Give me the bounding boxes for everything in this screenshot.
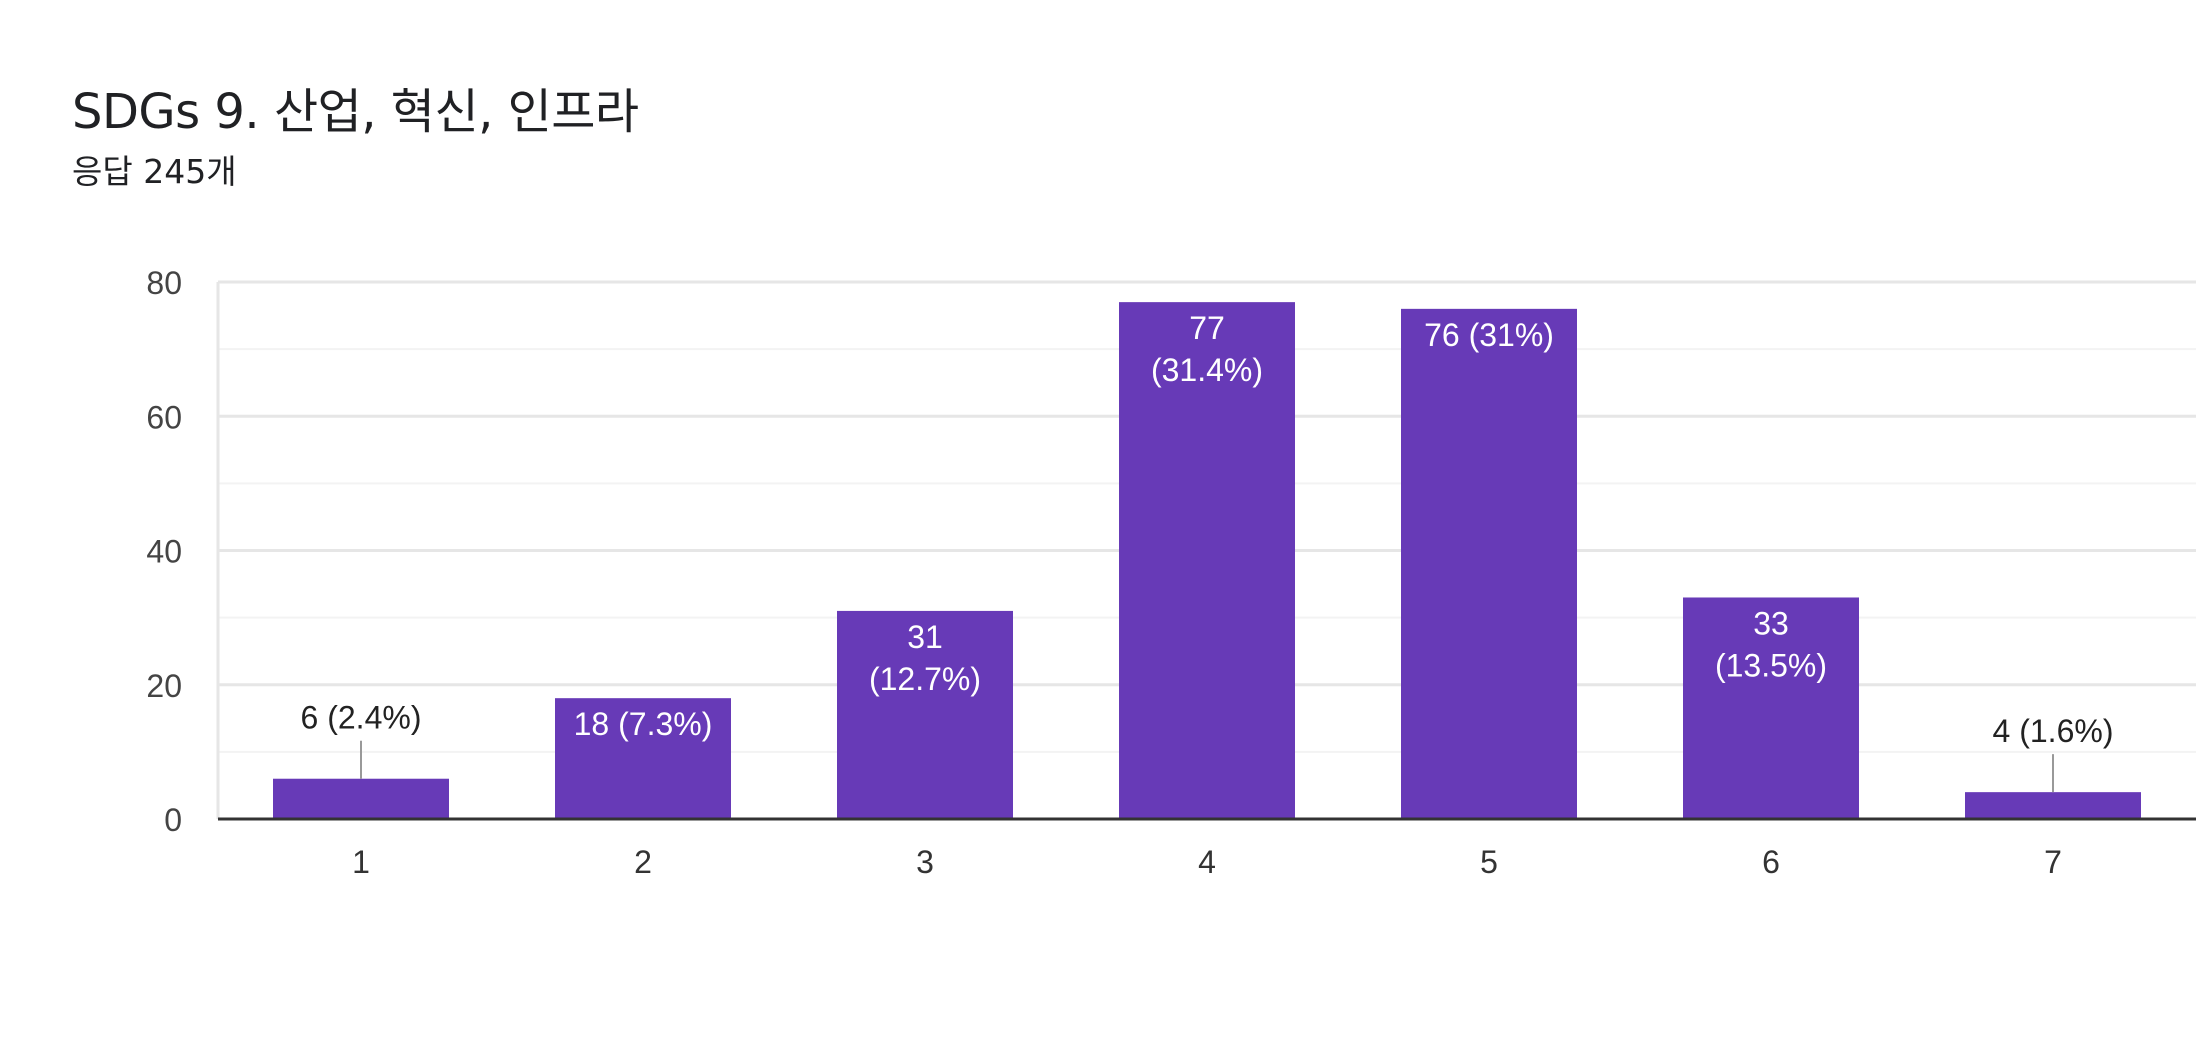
data-label: (31.4%) xyxy=(1151,352,1263,388)
x-tick-label: 4 xyxy=(1198,844,1216,880)
x-tick-label: 2 xyxy=(634,844,652,880)
bar-4 xyxy=(1119,302,1295,819)
data-label: (13.5%) xyxy=(1715,647,1827,683)
y-tick-label: 80 xyxy=(146,265,182,301)
data-label: 77 xyxy=(1189,310,1225,346)
x-tick-label: 5 xyxy=(1480,844,1498,880)
y-tick-label: 40 xyxy=(146,534,182,570)
x-tick-label: 1 xyxy=(352,844,370,880)
bar-7 xyxy=(1965,792,2141,819)
bar-2 xyxy=(555,698,731,819)
data-label: 31 xyxy=(907,619,943,655)
bar-1 xyxy=(273,778,449,819)
data-label: 18 (7.3%) xyxy=(574,706,713,742)
bar-3 xyxy=(837,610,1013,819)
chart-title: SDGs 9. 산업, 혁신, 인프라 xyxy=(72,84,639,140)
y-tick-label: 20 xyxy=(146,668,182,704)
data-label: 6 (2.4%) xyxy=(301,700,422,736)
data-label: 33 xyxy=(1753,605,1789,641)
y-tick-label: 0 xyxy=(164,802,182,838)
y-tick-label: 60 xyxy=(146,399,182,435)
response-count: 응답 245개 xyxy=(72,152,237,191)
x-tick-label: 6 xyxy=(1762,844,1780,880)
bar-5 xyxy=(1401,308,1577,819)
bar-6 xyxy=(1683,597,1859,819)
data-label: (12.7%) xyxy=(869,661,981,697)
x-tick-label: 3 xyxy=(916,844,934,880)
x-tick-label: 7 xyxy=(2044,844,2062,880)
data-label: 76 (31%) xyxy=(1424,317,1554,353)
data-label: 4 (1.6%) xyxy=(1993,713,2114,749)
